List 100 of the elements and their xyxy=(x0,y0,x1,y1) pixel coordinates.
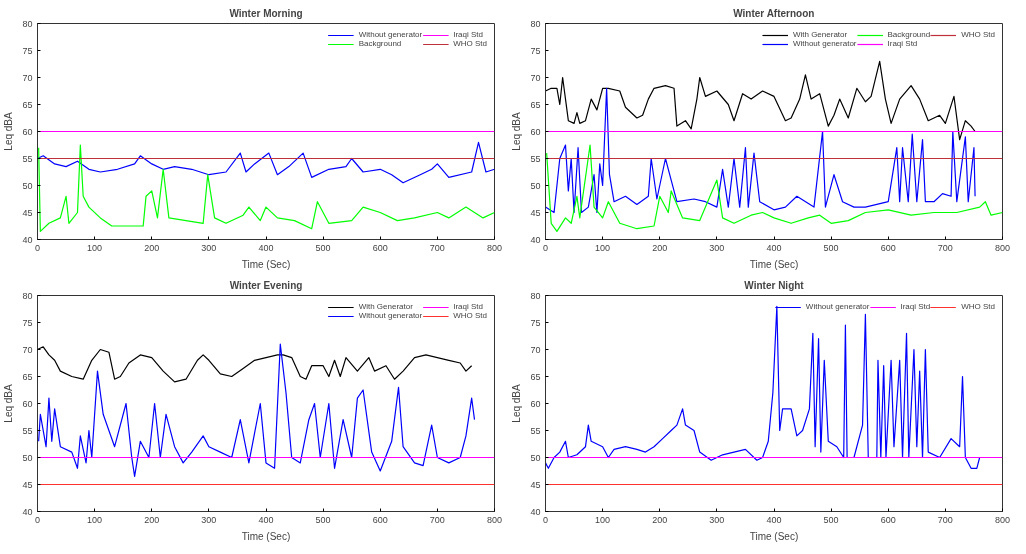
y-tick-label: 60 xyxy=(530,398,541,409)
y-tick-label: 70 xyxy=(530,72,541,83)
legend-label: Without generator xyxy=(358,30,423,39)
x-tick-label: 600 xyxy=(880,514,896,525)
x-tick-label: 500 xyxy=(823,514,839,525)
y-tick-label: 55 xyxy=(22,425,33,436)
legend-label: With Generator xyxy=(358,302,413,311)
legend-label: Background xyxy=(887,30,931,39)
y-tick-label: 55 xyxy=(22,153,33,164)
legend-label: WHO Std xyxy=(961,30,995,39)
x-tick-label: 500 xyxy=(315,514,331,525)
x-tick-label: 100 xyxy=(87,242,103,253)
legend-label: Without generator xyxy=(358,311,423,320)
legend-label: Without generator xyxy=(805,302,870,311)
x-tick-label: 700 xyxy=(429,242,445,253)
x-tick-label: 200 xyxy=(652,242,668,253)
y-axis-title: Leq dBA xyxy=(511,383,523,423)
y-tick-label: 75 xyxy=(22,317,33,328)
x-tick-label: 300 xyxy=(709,242,725,253)
y-tick-label: 80 xyxy=(530,18,541,29)
legend-label: Iraqi Std xyxy=(887,39,918,48)
x-axis-title: Time (Sec) xyxy=(241,258,291,270)
y-tick-label: 80 xyxy=(22,290,33,301)
legend-label: With Generator xyxy=(792,30,848,39)
x-tick-label: 200 xyxy=(144,514,160,525)
legend-label: Without generator xyxy=(792,39,857,48)
x-tick-label: 100 xyxy=(595,242,611,253)
x-tick-label: 100 xyxy=(595,514,611,525)
x-tick-label: 700 xyxy=(937,242,953,253)
chart-title: Winter Evening xyxy=(229,279,303,291)
x-tick-label: 400 xyxy=(258,514,274,525)
x-tick-label: 0 xyxy=(35,514,41,525)
y-tick-label: 50 xyxy=(530,452,541,463)
x-tick-label: 800 xyxy=(486,514,503,525)
x-tick-label: 400 xyxy=(766,242,782,253)
y-tick-label: 75 xyxy=(530,45,541,56)
y-tick-label: 60 xyxy=(22,126,33,137)
y-tick-label: 70 xyxy=(22,344,33,355)
x-tick-label: 700 xyxy=(937,514,953,525)
x-tick-label: 200 xyxy=(144,242,160,253)
chart-title: Winter Morning xyxy=(229,7,303,19)
x-tick-label: 800 xyxy=(994,514,1011,525)
y-tick-label: 70 xyxy=(22,72,33,83)
x-tick-label: 800 xyxy=(486,242,503,253)
legend-label: Iraqi Std xyxy=(453,302,484,311)
x-tick-label: 600 xyxy=(372,242,388,253)
y-axis-title: Leq dBA xyxy=(511,111,523,151)
y-tick-label: 65 xyxy=(22,99,33,110)
x-axis-title: Time (Sec) xyxy=(241,530,291,542)
legend-label: WHO Std xyxy=(453,39,487,48)
y-tick-label: 65 xyxy=(530,99,541,110)
y-tick-label: 40 xyxy=(22,234,33,245)
x-tick-label: 800 xyxy=(994,242,1011,253)
x-tick-label: 200 xyxy=(652,514,668,525)
y-tick-label: 45 xyxy=(22,479,33,490)
y-tick-label: 50 xyxy=(530,180,541,191)
x-tick-label: 400 xyxy=(766,514,782,525)
y-tick-label: 75 xyxy=(530,317,541,328)
y-tick-label: 50 xyxy=(22,452,33,463)
x-tick-label: 600 xyxy=(372,514,388,525)
y-tick-label: 65 xyxy=(22,371,33,382)
y-tick-label: 45 xyxy=(530,479,541,490)
legend-label: WHO Std xyxy=(453,311,487,320)
y-tick-label: 45 xyxy=(530,207,541,218)
x-tick-label: 0 xyxy=(35,242,41,253)
x-tick-label: 0 xyxy=(543,514,549,525)
y-tick-label: 80 xyxy=(22,18,33,29)
y-tick-label: 80 xyxy=(530,290,541,301)
x-tick-label: 300 xyxy=(201,242,217,253)
x-axis-title: Time (Sec) xyxy=(749,530,799,542)
x-axis-title: Time (Sec) xyxy=(749,258,799,270)
y-tick-label: 55 xyxy=(530,425,541,436)
x-tick-label: 300 xyxy=(709,514,725,525)
y-tick-label: 50 xyxy=(22,180,33,191)
y-tick-label: 40 xyxy=(530,506,541,517)
y-tick-label: 65 xyxy=(530,371,541,382)
y-tick-label: 40 xyxy=(22,506,33,517)
x-tick-label: 400 xyxy=(258,242,274,253)
legend-label: Iraqi Std xyxy=(900,302,931,311)
x-tick-label: 600 xyxy=(880,242,896,253)
legend-label: Background xyxy=(358,39,402,48)
y-tick-label: 40 xyxy=(530,234,541,245)
y-tick-label: 70 xyxy=(530,344,541,355)
y-tick-label: 55 xyxy=(530,153,541,164)
legend-label: WHO Std xyxy=(961,302,995,311)
y-axis-title: Leq dBA xyxy=(3,111,15,151)
y-tick-label: 45 xyxy=(22,207,33,218)
x-tick-label: 0 xyxy=(543,242,549,253)
chart-title: Winter Night xyxy=(744,279,805,291)
chart-title: Winter Afternoon xyxy=(733,7,815,19)
x-tick-label: 500 xyxy=(823,242,839,253)
y-tick-label: 75 xyxy=(22,45,33,56)
y-tick-label: 60 xyxy=(22,398,33,409)
x-tick-label: 300 xyxy=(201,514,217,525)
legend-label: Iraqi Std xyxy=(453,30,484,39)
x-tick-label: 700 xyxy=(429,514,445,525)
y-axis-title: Leq dBA xyxy=(3,383,15,423)
y-tick-label: 60 xyxy=(530,126,541,137)
x-tick-label: 100 xyxy=(87,514,103,525)
x-tick-label: 500 xyxy=(315,242,331,253)
